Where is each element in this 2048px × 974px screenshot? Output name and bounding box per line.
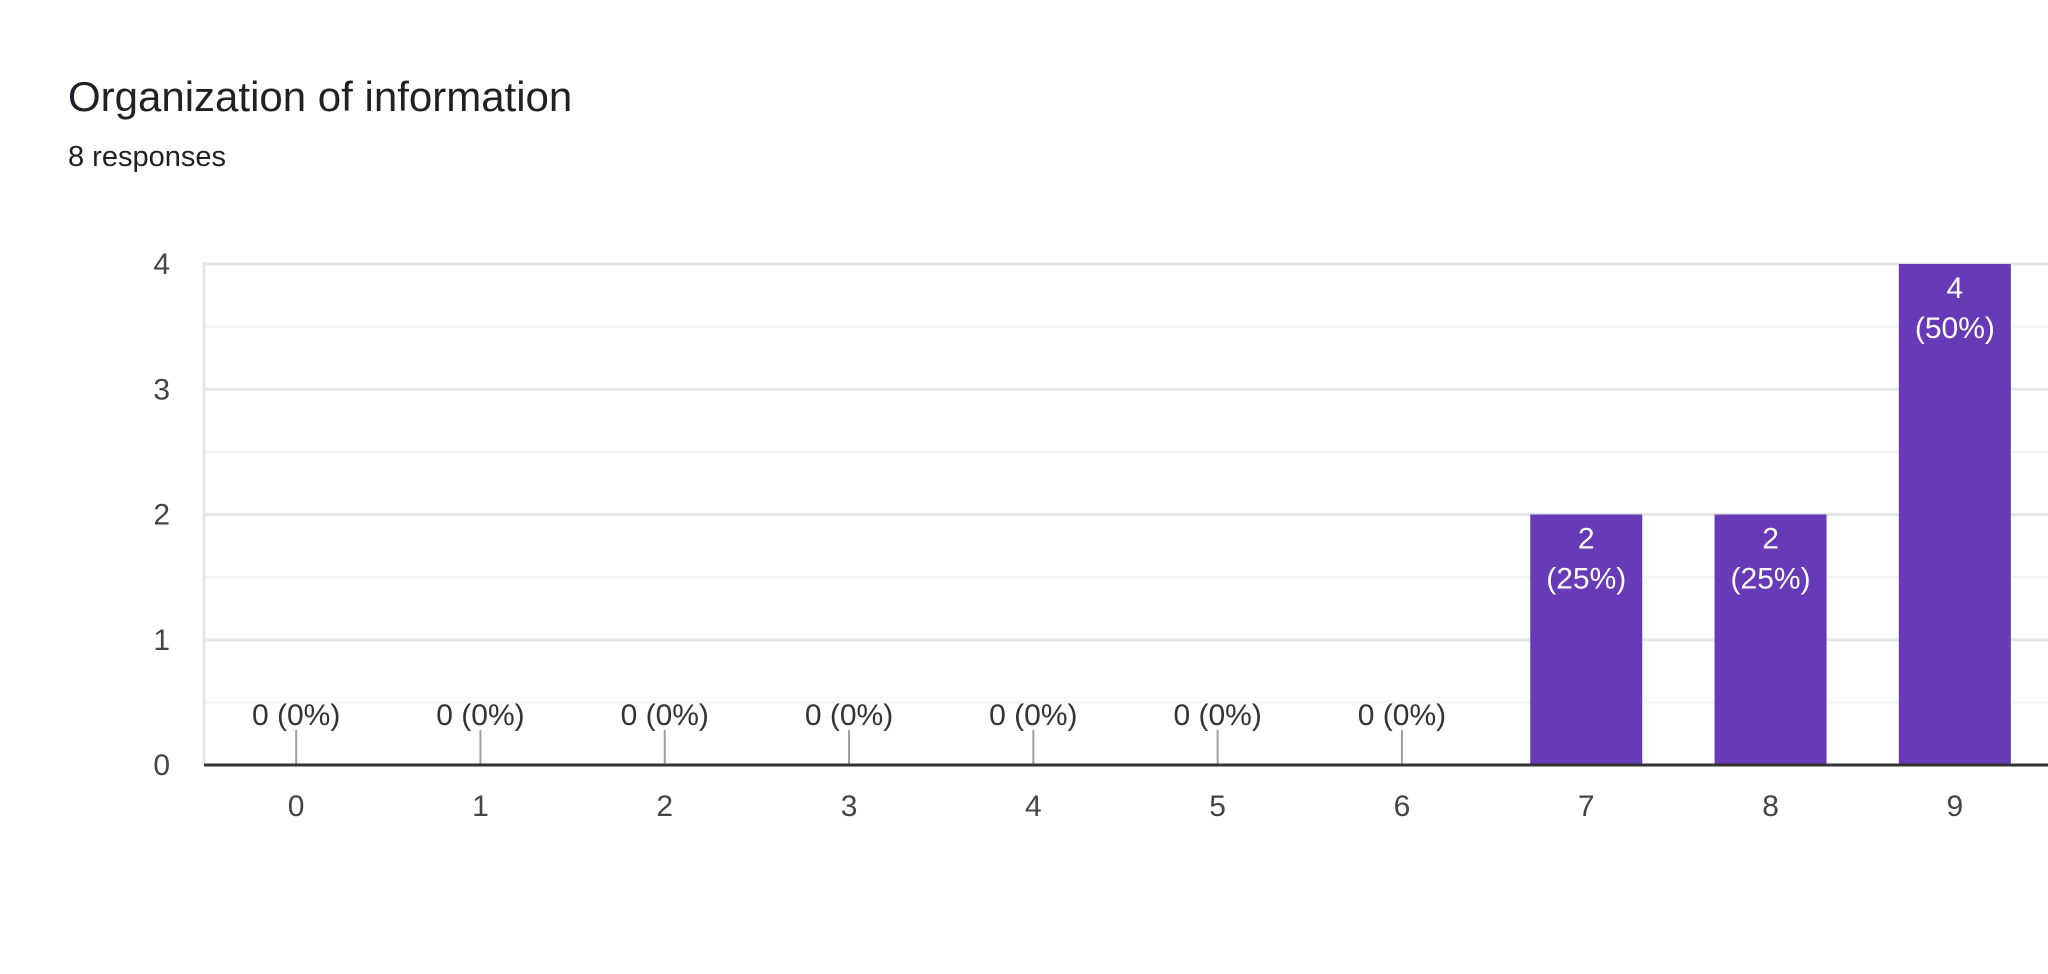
x-tick-label: 4	[1025, 790, 1042, 823]
x-tick-label: 9	[1947, 790, 1964, 823]
x-tick-label: 8	[1762, 790, 1779, 823]
x-axis-tick-labels: 0 1 2 3 4 5 6 7 8 9	[288, 790, 1963, 823]
bar	[1530, 514, 1643, 765]
data-label: (50%)	[1915, 312, 1995, 345]
x-tick-label: 1	[472, 790, 489, 823]
y-axis-tick-labels: 0 1 2 3 4	[153, 248, 170, 782]
data-label: 0 (0%)	[1358, 699, 1446, 732]
x-tick-label: 3	[841, 790, 858, 823]
y-tick-label: 3	[153, 373, 170, 406]
x-tick-label: 0	[288, 790, 305, 823]
zero-value-stems	[295, 730, 1403, 765]
data-label: 0 (0%)	[436, 699, 524, 732]
data-label: (25%)	[1731, 563, 1811, 596]
gridlines	[202, 262, 2048, 765]
data-label: 2	[1762, 523, 1779, 556]
x-tick-label: 6	[1394, 790, 1411, 823]
data-label: 0 (0%)	[252, 699, 340, 732]
x-tick-label: 7	[1578, 790, 1595, 823]
data-label: 0 (0%)	[621, 699, 709, 732]
data-label: 4	[1947, 272, 1964, 305]
response-count: 8 responses	[68, 141, 226, 173]
x-tick-label: 2	[656, 790, 673, 823]
data-label: 0 (0%)	[805, 699, 893, 732]
data-label: 2	[1578, 523, 1595, 556]
bar	[1898, 264, 2011, 765]
data-label: (25%)	[1546, 563, 1626, 596]
bar	[1714, 514, 1827, 765]
y-tick-label: 4	[153, 248, 170, 281]
y-tick-label: 0	[153, 749, 170, 782]
data-label: 0 (0%)	[1173, 699, 1261, 732]
data-labels: 0 (0%) 0 (0%) 0 (0%) 0 (0%) 0 (0%) 0 (0%) 0 (0…	[252, 272, 1995, 732]
bars	[1530, 264, 2011, 765]
y-tick-label: 1	[153, 624, 170, 657]
data-label: 0 (0%)	[989, 699, 1077, 732]
chart-title: Organization of information	[68, 73, 573, 120]
x-tick-label: 5	[1209, 790, 1226, 823]
y-tick-label: 2	[153, 499, 170, 532]
